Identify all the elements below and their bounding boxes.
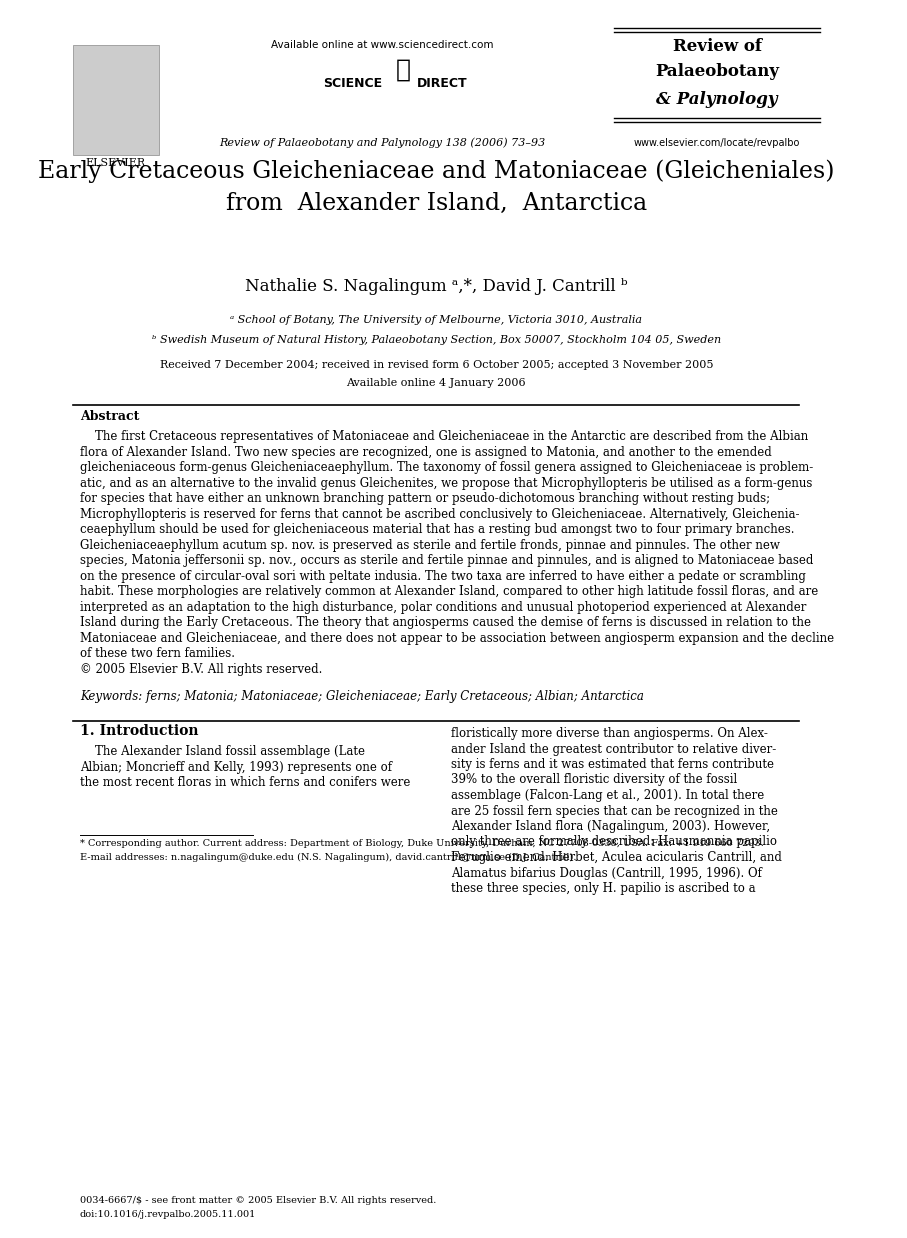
Text: Early Cretaceous Gleicheniaceae and Matoniaceae (Gleicheniales)
from  Alexander : Early Cretaceous Gleicheniaceae and Mato… [38, 160, 834, 215]
Text: sity is ferns and it was estimated that ferns contribute: sity is ferns and it was estimated that … [451, 758, 774, 771]
Text: Review of: Review of [673, 38, 762, 54]
Text: www.elsevier.com/locate/revpalbo: www.elsevier.com/locate/revpalbo [634, 137, 801, 149]
Text: Palaeobotany: Palaeobotany [655, 63, 779, 80]
Text: ᵃ School of Botany, The University of Melbourne, Victoria 3010, Australia: ᵃ School of Botany, The University of Me… [230, 314, 642, 326]
Text: Microphyllopteris is reserved for ferns that cannot be ascribed conclusively to : Microphyllopteris is reserved for ferns … [80, 508, 799, 520]
Text: ⓐ: ⓐ [396, 58, 411, 82]
Text: Gleicheniaceaephyllum acutum sp. nov. is preserved as sterile and fertile fronds: Gleicheniaceaephyllum acutum sp. nov. is… [80, 539, 780, 551]
Text: for species that have either an unknown branching pattern or pseudo-dichotomous : for species that have either an unknown … [80, 491, 770, 505]
Text: atic, and as an alternative to the invalid genus Gleichenites, we propose that M: atic, and as an alternative to the inval… [80, 477, 812, 489]
Text: Abstract: Abstract [80, 410, 139, 423]
Text: gleicheniaceous form-genus Gleicheniaceaephyllum. The taxonomy of fossil genera : gleicheniaceous form-genus Gleicheniacea… [80, 461, 813, 474]
Text: are 25 fossil fern species that can be recognized in the: are 25 fossil fern species that can be r… [451, 805, 778, 817]
Text: Albian; Moncrieff and Kelly, 1993) represents one of: Albian; Moncrieff and Kelly, 1993) repre… [80, 760, 392, 774]
Text: assemblage (Falcon-Lang et al., 2001). In total there: assemblage (Falcon-Lang et al., 2001). I… [451, 789, 765, 802]
Text: on the presence of circular-oval sori with peltate indusia. The two taxa are inf: on the presence of circular-oval sori wi… [80, 569, 805, 583]
Text: of these two fern families.: of these two fern families. [80, 647, 235, 660]
Text: the most recent floras in which ferns and conifers were: the most recent floras in which ferns an… [80, 776, 410, 789]
Text: Nathalie S. Nagalingum ᵃ,*, David J. Cantrill ᵇ: Nathalie S. Nagalingum ᵃ,*, David J. Can… [245, 279, 628, 295]
Text: Alexander Island flora (Nagalingum, 2003). However,: Alexander Island flora (Nagalingum, 2003… [451, 820, 770, 833]
Text: Available online at www.sciencedirect.com: Available online at www.sciencedirect.co… [271, 40, 493, 50]
Text: Feruglio emend. Herbet, Aculea acicularis Cantrill, and: Feruglio emend. Herbet, Aculea aciculari… [451, 851, 782, 864]
Text: species, Matonia jeffersonii sp. nov., occurs as sterile and fertile pinnae and : species, Matonia jeffersonii sp. nov., o… [80, 553, 814, 567]
Text: only three are formally described: Hausmannia papilio: only three are formally described: Hausm… [451, 836, 777, 848]
Text: these three species, only H. papilio is ascribed to a: these three species, only H. papilio is … [451, 881, 756, 895]
Text: flora of Alexander Island. Two new species are recognized, one is assigned to Ma: flora of Alexander Island. Two new speci… [80, 446, 772, 458]
FancyBboxPatch shape [73, 45, 159, 155]
Text: E-mail addresses: n.nagalingum@duke.edu (N.S. Nagalingum), david.cantrill@nrm.se: E-mail addresses: n.nagalingum@duke.edu … [80, 853, 576, 863]
Text: The first Cretaceous representatives of Matoniaceae and Gleicheniaceae in the An: The first Cretaceous representatives of … [80, 430, 808, 443]
Text: © 2005 Elsevier B.V. All rights reserved.: © 2005 Elsevier B.V. All rights reserved… [80, 662, 322, 676]
Text: habit. These morphologies are relatively common at Alexander Island, compared to: habit. These morphologies are relatively… [80, 586, 818, 598]
Text: Available online 4 January 2006: Available online 4 January 2006 [346, 378, 526, 387]
Text: Review of Palaeobotany and Palynology 138 (2006) 73–93: Review of Palaeobotany and Palynology 13… [219, 137, 545, 149]
Text: Matoniaceae and Gleicheniaceae, and there does not appear to be association betw: Matoniaceae and Gleicheniaceae, and ther… [80, 631, 834, 645]
Text: ELSEVIER: ELSEVIER [86, 158, 146, 168]
Text: * Corresponding author. Current address: Department of Biology, Duke University,: * Corresponding author. Current address:… [80, 839, 764, 848]
Text: The Alexander Island fossil assemblage (Late: The Alexander Island fossil assemblage (… [80, 745, 365, 758]
Text: doi:10.1016/j.revpalbo.2005.11.001: doi:10.1016/j.revpalbo.2005.11.001 [80, 1210, 256, 1219]
Text: & Palynology: & Palynology [657, 92, 778, 108]
Text: ceaephyllum should be used for gleicheniaceous material that has a resting bud a: ceaephyllum should be used for gleicheni… [80, 522, 795, 536]
Text: Island during the Early Cretaceous. The theory that angiosperms caused the demis: Island during the Early Cretaceous. The … [80, 617, 811, 629]
Text: DIRECT: DIRECT [416, 77, 467, 90]
Text: ander Island the greatest contributor to relative diver-: ander Island the greatest contributor to… [451, 743, 776, 755]
Text: 39% to the overall floristic diversity of the fossil: 39% to the overall floristic diversity o… [451, 774, 737, 786]
Text: floristically more diverse than angiosperms. On Alex-: floristically more diverse than angiospe… [451, 727, 768, 740]
Text: Keywords: ferns; Matonia; Matoniaceae; Gleicheniaceae; Early Cretaceous; Albian;: Keywords: ferns; Matonia; Matoniaceae; G… [80, 690, 644, 703]
Text: SCIENCE: SCIENCE [323, 77, 382, 90]
Text: 0034-6667/$ - see front matter © 2005 Elsevier B.V. All rights reserved.: 0034-6667/$ - see front matter © 2005 El… [80, 1196, 436, 1205]
Text: Received 7 December 2004; received in revised form 6 October 2005; accepted 3 No: Received 7 December 2004; received in re… [160, 360, 713, 370]
Text: Alamatus bifarius Douglas (Cantrill, 1995, 1996). Of: Alamatus bifarius Douglas (Cantrill, 199… [451, 867, 762, 879]
Text: ᵇ Swedish Museum of Natural History, Palaeobotany Section, Box 50007, Stockholm : ᵇ Swedish Museum of Natural History, Pal… [151, 335, 721, 345]
Text: interpreted as an adaptation to the high disturbance, polar conditions and unusu: interpreted as an adaptation to the high… [80, 600, 806, 614]
Text: 1. Introduction: 1. Introduction [80, 724, 199, 738]
